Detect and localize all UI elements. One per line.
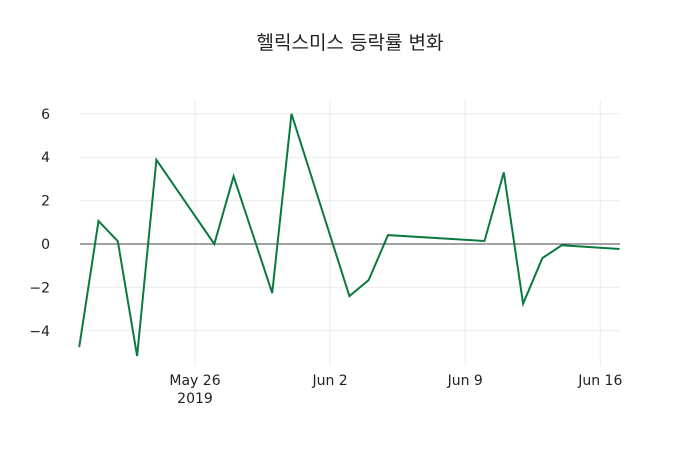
y-tick-label: 0 [41, 237, 50, 253]
x-tick-label: May 26 [169, 373, 220, 389]
x-tick-label: Jun 9 [447, 373, 483, 389]
x-tick-label: Jun 16 [577, 373, 622, 389]
x-tick-label: 2019 [177, 391, 213, 407]
y-tick-label: −2 [29, 280, 50, 296]
y-tick-label: 4 [41, 150, 50, 166]
x-tick-label: Jun 2 [311, 373, 347, 389]
chart-title: 헬릭스미스 등락률 변화 [256, 32, 444, 54]
y-tick-label: 2 [41, 194, 50, 210]
data-line [78, 113, 620, 357]
y-tick-label: −4 [29, 324, 50, 340]
y-tick-label: 6 [41, 107, 50, 123]
